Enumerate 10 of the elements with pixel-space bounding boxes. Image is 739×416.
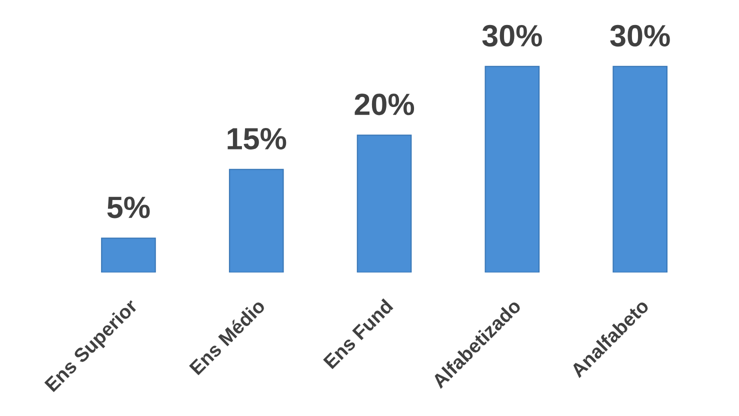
- bar: [612, 66, 668, 272]
- bar: [228, 168, 284, 272]
- bar: [101, 238, 156, 272]
- data-label: 20%: [354, 94, 414, 116]
- bar: [356, 134, 412, 272]
- bar: [484, 66, 540, 272]
- data-label: 30%: [610, 24, 670, 47]
- data-label: 30%: [482, 24, 542, 47]
- data-label: 15%: [228, 128, 286, 150]
- data-label: 5%: [107, 196, 150, 218]
